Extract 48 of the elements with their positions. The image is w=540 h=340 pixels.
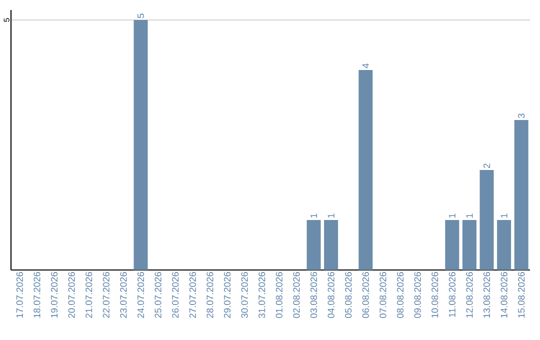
bar — [462, 220, 476, 270]
x-tick-label: 30.07.2026 — [241, 272, 248, 318]
x-tick-label: 28.07.2026 — [206, 272, 214, 318]
x-tick-label: 25.07.2026 — [154, 272, 162, 318]
x-tick-label: 12.08.2026 — [466, 272, 473, 318]
x-tick-label: 22.07.2026 — [102, 272, 110, 318]
x-tick-label: 07.08.2026 — [380, 272, 386, 318]
data-label: 1 — [310, 214, 317, 218]
x-tick-label: 18.07.2026 — [34, 272, 40, 318]
x-tick-label: 05.08.2026 — [345, 272, 352, 318]
data-label: 3 — [518, 114, 525, 118]
bar — [514, 120, 528, 270]
x-tick-label: 15.08.2026 — [518, 272, 525, 318]
x-tick-label: 27.07.2026 — [189, 272, 196, 318]
x-tick-label: 13.08.2026 — [483, 272, 490, 318]
x-tick-label: 31.07.2026 — [258, 272, 266, 318]
data-label: 1 — [466, 214, 473, 218]
data-label: 4 — [362, 63, 369, 68]
x-tick-label: 20.07.2026 — [68, 272, 75, 318]
x-tick-label: 19.07.2026 — [50, 272, 58, 318]
data-label: 2 — [484, 164, 490, 168]
x-tick-label: 08.08.2026 — [396, 272, 404, 318]
x-tick-label: 04.08.2026 — [328, 272, 334, 318]
x-tick-label: 02.08.2026 — [293, 272, 300, 318]
x-tick-label: 11.08.2026 — [448, 272, 456, 317]
x-tick-label: 23.07.2026 — [120, 272, 127, 318]
data-label: 1 — [500, 214, 508, 218]
x-tick-label: 21.07.2026 — [86, 272, 92, 318]
bar — [324, 220, 338, 270]
x-tick-label: 29.07.2026 — [224, 272, 231, 318]
x-tick-label: 06.08.2026 — [362, 272, 369, 318]
x-tick-label: 01.08.2026 — [276, 272, 282, 318]
data-label: 1 — [448, 214, 456, 218]
data-label: 1 — [328, 214, 334, 218]
x-tick-label: 24.07.2026 — [137, 272, 144, 318]
x-tick-label: 10.08.2026 — [432, 272, 438, 318]
data-label: 5 — [137, 14, 144, 18]
x-tick-label: 17.07.2026 — [16, 272, 23, 318]
x-tick-label: 03.08.2026 — [310, 272, 318, 318]
bar — [134, 20, 148, 270]
bar — [445, 220, 460, 270]
bar — [480, 170, 494, 270]
bar — [358, 70, 373, 270]
bar — [497, 220, 512, 270]
x-tick-label: 14.08.2026 — [500, 272, 508, 318]
x-tick-label: 09.08.2026 — [414, 272, 421, 318]
bar — [306, 220, 321, 270]
x-tick-label: 26.07.2026 — [172, 272, 179, 318]
